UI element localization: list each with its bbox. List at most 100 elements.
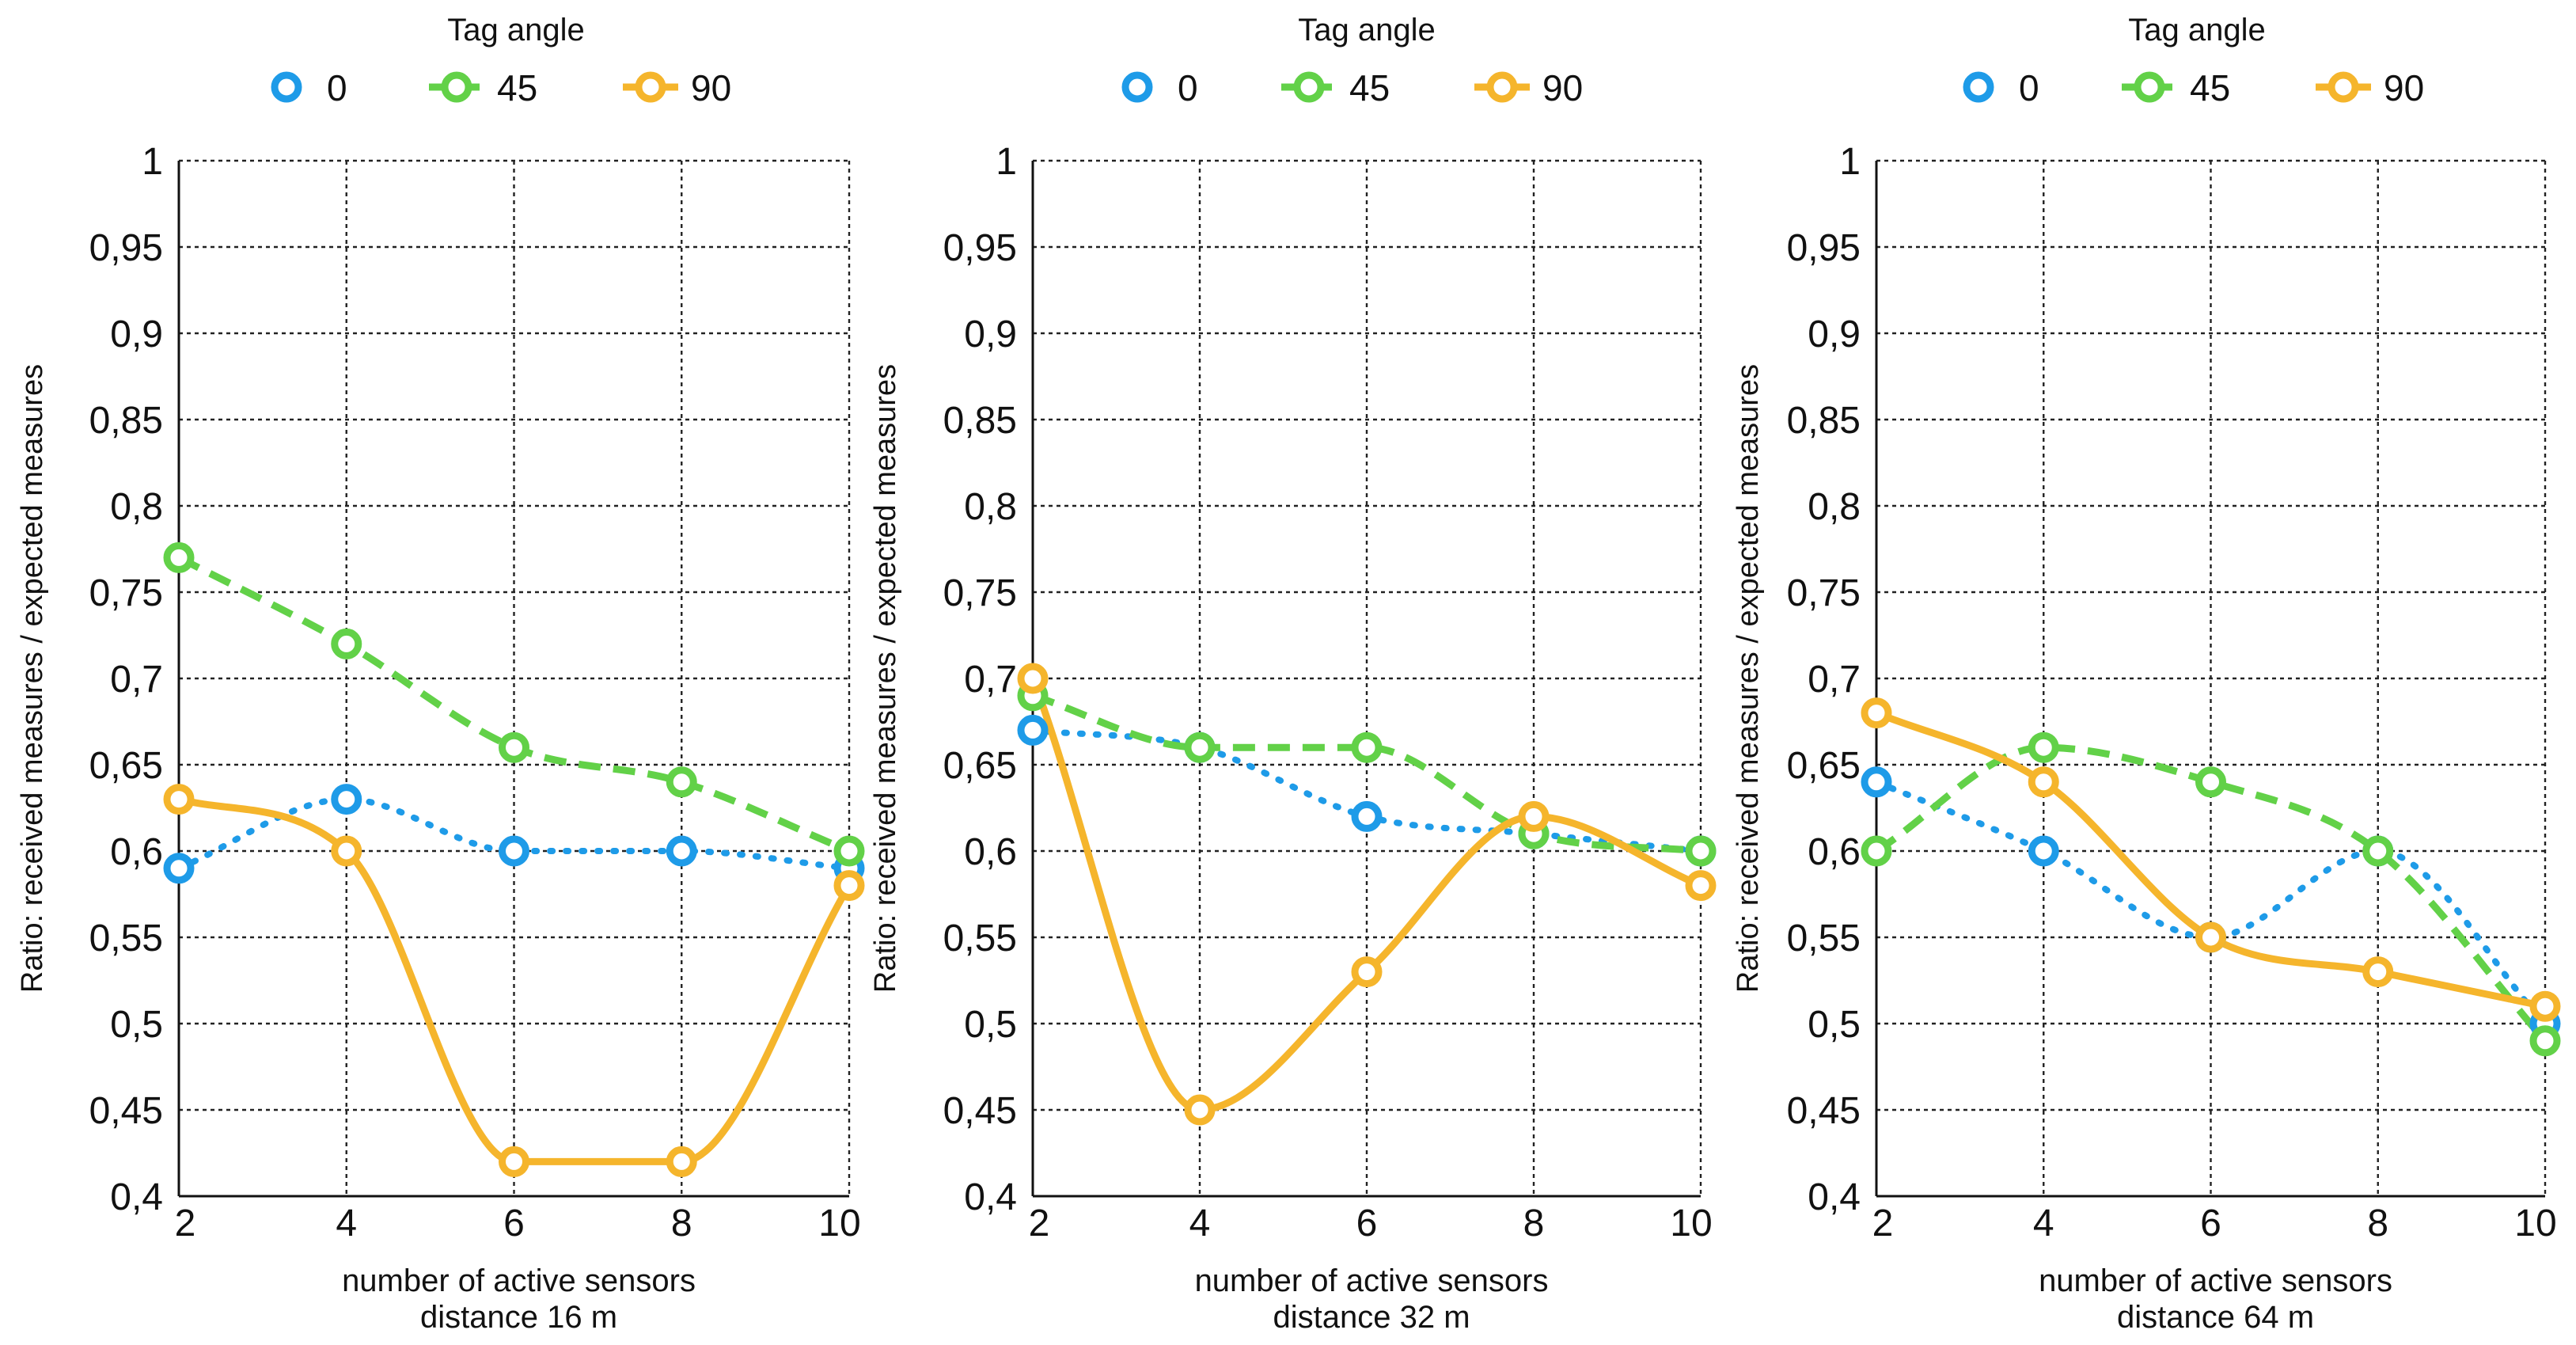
y-tick-label: 0,9	[964, 313, 1017, 355]
legend-item-45: 45	[2122, 67, 2230, 108]
legend-item-0: 0	[271, 67, 347, 108]
y-tick-label: 0,75	[1787, 572, 1861, 614]
x-axis-title: number of active sensors	[1195, 1263, 1549, 1298]
x-tick-label: 8	[671, 1203, 692, 1244]
data-point-45	[2529, 1025, 2561, 1057]
y-tick-label: 0,5	[1808, 1004, 1861, 1046]
y-tick-label: 0,85	[89, 400, 163, 442]
y-tick-label: 0,6	[1808, 831, 1861, 873]
x-tick-label: 10	[818, 1203, 860, 1244]
x-tick-label: 2	[1029, 1203, 1050, 1244]
y-tick-label: 0,95	[1787, 227, 1861, 269]
data-point-45	[163, 541, 195, 573]
x-tick-label: 8	[2367, 1203, 2388, 1244]
x-axis-title: number of active sensors	[2039, 1263, 2392, 1298]
y-tick-label: 0,4	[964, 1176, 1017, 1218]
legend-title: Tag angle	[447, 13, 584, 47]
y-tick-label: 0,65	[1787, 745, 1861, 787]
data-point-0	[2028, 835, 2059, 867]
y-tick-label: 0,9	[1808, 313, 1861, 355]
y-tick-label: 0,8	[964, 486, 1017, 528]
series-line-45	[176, 554, 851, 855]
legend-label: 0	[2019, 67, 2039, 108]
y-axis-title: Ratio: received measures / expected meas…	[1732, 364, 1765, 993]
legend-label: 45	[2190, 67, 2230, 108]
data-point-90	[163, 784, 195, 815]
data-point-90	[331, 835, 362, 867]
data-point-45	[2028, 731, 2059, 763]
x-tick-label: 8	[1523, 1203, 1545, 1244]
data-point-45	[499, 731, 529, 763]
y-tick-label: 0,95	[943, 227, 1017, 269]
legend-title: Tag angle	[2128, 13, 2265, 47]
legend-item-90: 90	[2316, 67, 2424, 108]
y-tick-label: 0,8	[1808, 486, 1861, 528]
legend-marker	[1293, 71, 1325, 103]
y-tick-label: 1	[142, 141, 163, 183]
x-tick-label: 10	[2514, 1203, 2556, 1244]
series-line-45	[1031, 692, 1702, 855]
y-tick-label: 0,55	[89, 918, 163, 959]
y-tick-label: 0,45	[943, 1090, 1017, 1132]
y-tick-label: 0,4	[110, 1176, 163, 1218]
data-point-45	[1685, 835, 1717, 867]
y-tick-label: 0,8	[110, 486, 163, 528]
y-tick-label: 0,95	[89, 227, 163, 269]
x-tick-label: 4	[336, 1203, 357, 1244]
legend-item-90: 90	[1474, 67, 1583, 108]
y-tick-label: 0,6	[964, 831, 1017, 873]
y-tick-label: 0,7	[964, 659, 1017, 701]
legend-label: 0	[327, 67, 347, 108]
y-tick-label: 0,4	[1808, 1176, 1861, 1218]
data-point-90	[2529, 990, 2561, 1022]
x-tick-label: 4	[2033, 1203, 2054, 1244]
x-tick-label: 6	[503, 1203, 525, 1244]
legend-marker	[635, 71, 666, 103]
y-tick-label: 0,7	[1808, 659, 1861, 701]
panel-1: Tag angle 0 45 90 0,4 0,45 0,5 0,55 0,6 0,65 0,7 0,…	[16, 13, 865, 1335]
x-tick-label: 4	[1189, 1203, 1211, 1244]
data-point-45	[331, 628, 362, 659]
y-tick-label: 0,85	[943, 400, 1017, 442]
y-tick-label: 0,75	[89, 572, 163, 614]
data-point-0	[1861, 766, 1892, 798]
data-point-45	[1184, 731, 1216, 763]
data-point-0	[331, 784, 362, 815]
data-point-0	[163, 853, 195, 884]
data-point-45	[2362, 835, 2394, 867]
data-point-90	[833, 870, 865, 902]
y-tick-label: 0,65	[89, 745, 163, 787]
x-tick-label: 2	[1872, 1203, 1894, 1244]
panel-3: Tag angle 0 45 90 0,4 0,45 0,5 0,55 0,6 0,65 0,7 0,…	[1732, 13, 2561, 1335]
data-point-90	[1861, 697, 1892, 729]
x-axis-title: number of active sensors	[342, 1263, 696, 1298]
x-axis-subtitle: distance 64 m	[2117, 1300, 2314, 1335]
legend-label: 90	[1542, 67, 1583, 108]
panel-2: Tag angle 0 45 90 0,4 0,45 0,5 0,55 0,6 0,65 0,7 0,…	[869, 13, 1717, 1335]
legend-marker	[1963, 71, 1994, 103]
series-line-90	[1029, 674, 1705, 1114]
y-tick-label: 0,55	[943, 918, 1017, 959]
data-point-45	[833, 835, 865, 867]
x-tick-label: 6	[1356, 1203, 1378, 1244]
data-point-45	[1861, 835, 1892, 867]
data-point-0	[499, 835, 529, 867]
data-point-0	[1017, 714, 1049, 746]
legend-label: 0	[1178, 67, 1198, 108]
legend-label: 45	[497, 67, 537, 108]
y-tick-label: 1	[1839, 141, 1861, 183]
y-tick-label: 0,55	[1787, 918, 1861, 959]
data-point-90	[1685, 870, 1717, 902]
legend-marker	[2328, 71, 2359, 103]
data-point-0	[666, 835, 697, 867]
legend-marker	[1121, 71, 1153, 103]
y-tick-label: 0,5	[110, 1004, 163, 1046]
x-axis-subtitle: distance 32 m	[1273, 1300, 1470, 1335]
legend-item-0: 0	[1121, 67, 1198, 108]
y-tick-label: 1	[996, 141, 1017, 183]
data-point-90	[2028, 766, 2059, 798]
data-point-90	[1518, 800, 1550, 832]
y-tick-label: 0,6	[110, 831, 163, 873]
data-point-45	[666, 766, 697, 798]
